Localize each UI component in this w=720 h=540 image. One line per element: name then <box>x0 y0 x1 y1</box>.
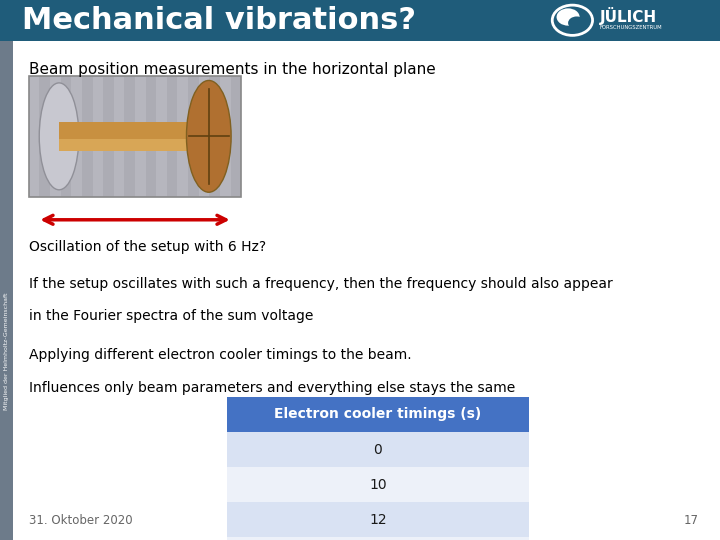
Text: JÜLICH: JÜLICH <box>600 7 657 25</box>
Bar <box>227 432 529 467</box>
Text: Mechanical vibrations?: Mechanical vibrations? <box>22 6 415 35</box>
Bar <box>135 76 145 197</box>
Bar <box>145 76 156 197</box>
Bar <box>125 76 135 197</box>
Bar <box>167 76 177 197</box>
Bar <box>210 76 220 197</box>
Circle shape <box>568 16 585 30</box>
Text: Oscillation of the setup with 6 Hz?: Oscillation of the setup with 6 Hz? <box>29 240 266 254</box>
Bar <box>114 76 125 197</box>
Bar <box>59 122 210 151</box>
Bar <box>29 76 241 197</box>
Bar <box>60 76 71 197</box>
Bar <box>220 76 230 197</box>
Bar <box>59 139 210 151</box>
Text: If the setup oscillates with such a frequency, then the frequency should also ap: If the setup oscillates with such a freq… <box>29 277 613 291</box>
Bar <box>92 76 103 197</box>
Bar <box>103 76 114 197</box>
Text: Applying different electron cooler timings to the beam.: Applying different electron cooler timin… <box>29 348 411 362</box>
Text: FORSCHUNGSZENTRUM: FORSCHUNGSZENTRUM <box>600 25 662 30</box>
Bar <box>227 502 529 537</box>
Bar <box>50 76 60 197</box>
Bar <box>40 76 50 197</box>
Text: Electron cooler timings (s): Electron cooler timings (s) <box>274 408 482 421</box>
Bar <box>0 40 13 540</box>
Ellipse shape <box>39 83 79 190</box>
Bar <box>82 76 92 197</box>
Circle shape <box>557 8 580 25</box>
Text: Mitglied der Helmholtz-Gemeinschaft: Mitglied der Helmholtz-Gemeinschaft <box>4 292 9 410</box>
Text: 10: 10 <box>369 478 387 491</box>
Bar <box>0 0 720 40</box>
Text: 31. Oktober 2020: 31. Oktober 2020 <box>29 514 132 526</box>
Bar <box>230 76 241 197</box>
Text: 0: 0 <box>374 443 382 456</box>
Bar <box>177 76 188 197</box>
Bar <box>71 76 82 197</box>
Text: 17: 17 <box>683 514 698 526</box>
Bar <box>29 76 40 197</box>
Ellipse shape <box>186 80 231 192</box>
Text: Influences only beam parameters and everything else stays the same: Influences only beam parameters and ever… <box>29 381 515 395</box>
Bar <box>188 76 199 197</box>
Bar <box>29 76 241 197</box>
Bar <box>227 537 529 540</box>
Bar <box>199 76 210 197</box>
Text: in the Fourier spectra of the sum voltage: in the Fourier spectra of the sum voltag… <box>29 309 313 323</box>
Text: 12: 12 <box>369 513 387 526</box>
Bar <box>156 76 167 197</box>
Bar <box>227 467 529 502</box>
Bar <box>227 397 529 432</box>
Text: Beam position measurements in the horizontal plane: Beam position measurements in the horizo… <box>29 62 436 77</box>
